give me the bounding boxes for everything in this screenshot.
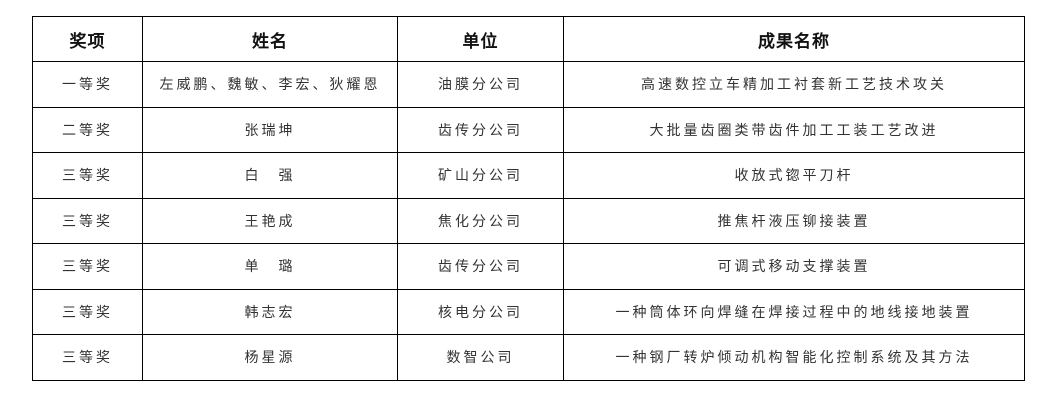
header-name: 姓名 bbox=[142, 16, 398, 62]
name-cell: 韩志宏 bbox=[142, 288, 398, 335]
award-cell: 三等奖 bbox=[32, 288, 143, 335]
award-cell: 二等奖 bbox=[32, 106, 143, 153]
achievement-cell: 推焦杆液压铆接装置 bbox=[563, 197, 1025, 244]
award-cell: 三等奖 bbox=[32, 243, 143, 290]
name-cell: 单 璐 bbox=[142, 243, 398, 290]
name-cell: 杨星源 bbox=[142, 334, 398, 381]
achievement-cell: 高速数控立车精加工衬套新工艺技术攻关 bbox=[563, 61, 1025, 108]
unit-cell: 矿山分公司 bbox=[397, 152, 564, 199]
table-row: 二等奖 张瑞坤 齿传分公司 大批量齿圈类带齿件加工工装工艺改进 bbox=[32, 106, 1025, 153]
header-unit: 单位 bbox=[397, 16, 564, 62]
table-row: 三等奖 韩志宏 核电分公司 一种筒体环向焊缝在焊接过程中的地线接地装置 bbox=[32, 288, 1025, 335]
unit-cell: 齿传分公司 bbox=[397, 243, 564, 290]
unit-cell: 焦化分公司 bbox=[397, 197, 564, 244]
name-cell: 白 强 bbox=[142, 152, 398, 199]
unit-cell: 油膜分公司 bbox=[397, 61, 564, 108]
award-cell: 三等奖 bbox=[32, 334, 143, 381]
award-cell: 三等奖 bbox=[32, 152, 143, 199]
unit-cell: 数智公司 bbox=[397, 334, 564, 381]
table-row: 三等奖 王艳成 焦化分公司 推焦杆液压铆接装置 bbox=[32, 197, 1025, 244]
achievement-cell: 可调式移动支撑装置 bbox=[563, 243, 1025, 290]
table-row: 三等奖 杨星源 数智公司 一种钢厂转炉倾动机构智能化控制系统及其方法 bbox=[32, 334, 1025, 381]
award-cell: 三等奖 bbox=[32, 197, 143, 244]
achievement-cell: 收放式锪平刀杆 bbox=[563, 152, 1025, 199]
header-award: 奖项 bbox=[32, 16, 143, 62]
unit-cell: 齿传分公司 bbox=[397, 106, 564, 153]
name-cell: 张瑞坤 bbox=[142, 106, 398, 153]
achievement-cell: 一种筒体环向焊缝在焊接过程中的地线接地装置 bbox=[563, 288, 1025, 335]
achievement-cell: 大批量齿圈类带齿件加工工装工艺改进 bbox=[563, 106, 1025, 153]
table-row: 三等奖白 强矿山分公司 收放式锪平刀杆 bbox=[32, 152, 1025, 199]
table-row: 三等奖单 璐齿传分公司 可调式移动支撑装置 bbox=[32, 243, 1025, 290]
table-row: 一等奖 左威鹏、魏敏、李宏、狄耀恩 油膜分公司 高速数控立车精加工衬套新工艺技术攻关 bbox=[32, 61, 1025, 108]
header-row: 奖项 姓名 单位 成果名称 bbox=[32, 16, 1025, 62]
header-achievement: 成果名称 bbox=[563, 16, 1025, 62]
name-cell: 王艳成 bbox=[142, 197, 398, 244]
unit-cell: 核电分公司 bbox=[397, 288, 564, 335]
achievement-cell: 一种钢厂转炉倾动机构智能化控制系统及其方法 bbox=[563, 334, 1025, 381]
awards-table: 奖项 姓名 单位 成果名称 一等奖 左威鹏、魏敏、李宏、狄耀恩 油膜分公司 高速数控立… bbox=[32, 16, 1025, 381]
award-cell: 一等奖 bbox=[32, 61, 143, 108]
name-cell: 左威鹏、魏敏、李宏、狄耀恩 bbox=[142, 61, 398, 108]
